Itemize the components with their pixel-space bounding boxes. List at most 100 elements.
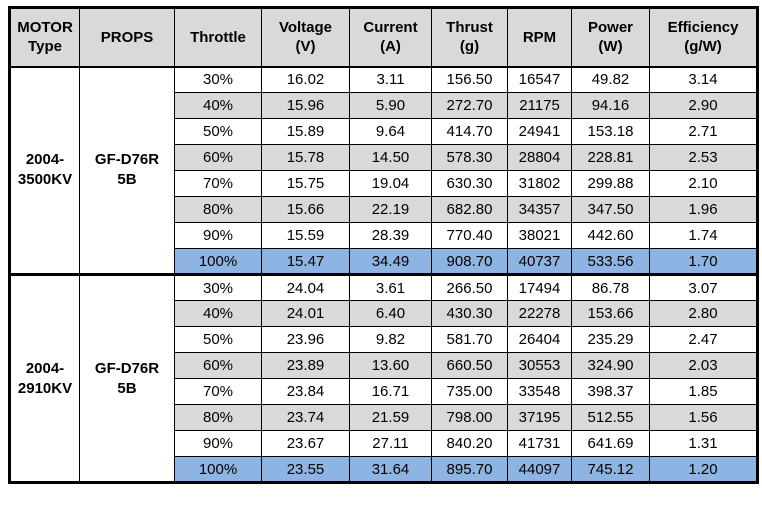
- cell-throttle: 40%: [174, 300, 262, 327]
- data-row: 100% 23.55 31.64 895.70 44097 745.12 1.20: [10, 456, 758, 483]
- column-header-text: (g/W): [684, 38, 722, 56]
- motor-type-cell: 2004- 2910KV: [9, 273, 80, 483]
- column-header-text: Type: [28, 38, 62, 56]
- column-header-efficiency: Efficiency (g/W): [649, 7, 758, 68]
- cell-voltage: 23.89: [261, 352, 350, 379]
- cell-voltage: 24.01: [261, 300, 350, 327]
- cell-voltage: 15.47: [261, 248, 350, 275]
- cell-current: 19.04: [349, 170, 432, 197]
- props-text: 5B: [117, 379, 137, 397]
- cell-power: 94.16: [571, 92, 650, 119]
- cell-rpm: 33548: [507, 378, 572, 405]
- column-header-props: PROPS: [79, 7, 175, 68]
- column-header-text: Throttle: [190, 28, 246, 46]
- cell-current: 3.61: [349, 273, 432, 301]
- cell-current: 9.64: [349, 118, 432, 145]
- motor-type-text: 2004-: [25, 359, 65, 377]
- column-header-text: (g): [459, 38, 480, 56]
- cell-rpm: 31802: [507, 170, 572, 197]
- cell-thrust: 630.30: [431, 170, 508, 197]
- cell-power: 533.56: [571, 248, 650, 275]
- cell-voltage: 15.89: [261, 118, 350, 145]
- column-header-text: RPM: [522, 28, 557, 46]
- column-header-text: (W): [598, 38, 623, 56]
- cell-throttle: 100%: [174, 248, 262, 275]
- cell-current: 22.19: [349, 196, 432, 223]
- cell-efficiency: 1.74: [649, 222, 758, 249]
- cell-power: 49.82: [571, 66, 650, 93]
- data-row: 60% 23.89 13.60 660.50 30553 324.90 2.03: [10, 352, 758, 379]
- cell-thrust: 660.50: [431, 352, 508, 379]
- cell-throttle: 50%: [174, 326, 262, 353]
- column-header-text: (A): [380, 38, 401, 56]
- cell-efficiency: 3.14: [649, 66, 758, 93]
- cell-efficiency: 1.96: [649, 196, 758, 223]
- data-row: 90% 23.67 27.11 840.20 41731 641.69 1.31: [10, 430, 758, 457]
- cell-thrust: 578.30: [431, 144, 508, 171]
- column-header-text: PROPS: [100, 28, 154, 46]
- cell-voltage: 15.78: [261, 144, 350, 171]
- motor-spec-page: MOTOR Type PROPS Throttle Voltage (V) Current(…: [0, 6, 762, 514]
- props-text: GF-D76R: [94, 151, 160, 169]
- data-row: 80% 23.74 21.59 798.00 37195 512.55 1.56: [10, 404, 758, 431]
- cell-rpm: 24941: [507, 118, 572, 145]
- cell-throttle: 50%: [174, 118, 262, 145]
- cell-current: 21.59: [349, 404, 432, 431]
- props-cell: GF-D76R 5B: [79, 66, 175, 275]
- cell-efficiency: 2.71: [649, 118, 758, 145]
- column-header-throttle: Throttle: [174, 7, 262, 68]
- cell-rpm: 38021: [507, 222, 572, 249]
- cell-power: 153.18: [571, 118, 650, 145]
- header-row: MOTOR Type PROPS Throttle Voltage (V) Current(…: [9, 7, 758, 68]
- cell-thrust: 840.20: [431, 430, 508, 457]
- table-header: MOTOR Type PROPS Throttle Voltage (V) Current(…: [9, 7, 758, 68]
- cell-power: 512.55: [571, 404, 650, 431]
- cell-efficiency: 2.47: [649, 326, 758, 353]
- cell-current: 3.11: [349, 66, 432, 93]
- cell-thrust: 770.40: [431, 222, 508, 249]
- cell-thrust: 430.30: [431, 300, 508, 327]
- cell-rpm: 21175: [507, 92, 572, 119]
- cell-power: 235.29: [571, 326, 650, 353]
- table-body: 2004- 3500KV GF-D76R 5B 30% 16.02 3.11 156.50 16…: [9, 66, 758, 483]
- cell-throttle: 30%: [174, 273, 262, 301]
- cell-power: 745.12: [571, 456, 650, 483]
- cell-thrust: 266.50: [431, 273, 508, 301]
- data-row: 2004- 3500KV GF-D76R 5B 30% 16.02 3.11 156.50 16…: [9, 66, 758, 275]
- cell-throttle: 30%: [174, 66, 262, 93]
- cell-thrust: 735.00: [431, 378, 508, 405]
- cell-power: 324.90: [571, 352, 650, 379]
- cell-rpm: 30553: [507, 352, 572, 379]
- cell-power: 153.66: [571, 300, 650, 327]
- cell-rpm: 41731: [507, 430, 572, 457]
- cell-current: 5.90: [349, 92, 432, 119]
- cell-power: 228.81: [571, 144, 650, 171]
- cell-throttle: 80%: [174, 404, 262, 431]
- data-row: 70% 15.75 19.04 630.30 31802 299.88 2.10: [10, 170, 758, 197]
- data-row: 2004- 2910KV GF-D76R 5B 30% 24.04 3.61 266.50 17…: [9, 273, 758, 483]
- cell-thrust: 895.70: [431, 456, 508, 483]
- data-row: 70% 23.84 16.71 735.00 33548 398.37 1.85: [10, 378, 758, 405]
- cell-efficiency: 2.53: [649, 144, 758, 171]
- props-text: 5B: [117, 171, 137, 189]
- cell-voltage: 15.59: [261, 222, 350, 249]
- cell-rpm: 44097: [507, 456, 572, 483]
- column-header-current: Current (A): [349, 7, 432, 68]
- motor-type-text: 3500KV: [17, 171, 73, 189]
- column-header-text: Efficiency: [667, 19, 739, 37]
- cell-throttle: 60%: [174, 144, 262, 171]
- cell-power: 398.37: [571, 378, 650, 405]
- cell-efficiency: 2.03: [649, 352, 758, 379]
- cell-efficiency: 2.90: [649, 92, 758, 119]
- cell-efficiency: 1.31: [649, 430, 758, 457]
- cell-efficiency: 2.80: [649, 300, 758, 327]
- cell-voltage: 15.75: [261, 170, 350, 197]
- cell-current: 28.39: [349, 222, 432, 249]
- cell-power: 641.69: [571, 430, 650, 457]
- cell-thrust: 156.50: [431, 66, 508, 93]
- cell-current: 6.40: [349, 300, 432, 327]
- cell-rpm: 34357: [507, 196, 572, 223]
- cell-current: 9.82: [349, 326, 432, 353]
- cell-power: 347.50: [571, 196, 650, 223]
- column-header-text: Thrust: [446, 19, 493, 37]
